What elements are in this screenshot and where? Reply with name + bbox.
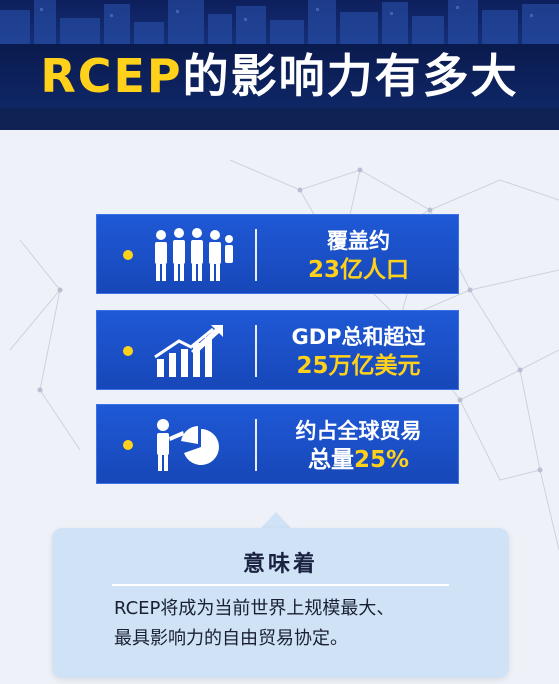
- summary-divider: [112, 584, 449, 586]
- summary-line-2: 最具影响力的自由贸易协定。: [114, 628, 348, 649]
- title-band: [0, 44, 559, 108]
- header-bottom-strip: [0, 108, 559, 130]
- bullet-dot: [123, 440, 133, 450]
- bullet-dot: [123, 346, 133, 356]
- growth-chart-icon: [154, 325, 223, 377]
- card-value: 25万亿美元: [296, 353, 421, 379]
- summary-title: 意味着: [242, 552, 318, 577]
- title-rcep: RCEP: [40, 49, 183, 103]
- stat-card-population: 覆盖约 23亿人口: [96, 214, 459, 294]
- title-rest: 的影响力有多大: [182, 49, 519, 103]
- stat-card-trade: 约占全球贸易 总量25%: [96, 404, 459, 484]
- card-value-prefix: 总量: [307, 447, 354, 473]
- card-label: 约占全球贸易: [295, 419, 422, 443]
- summary-line-1: RCEP将成为当前世界上规模最大、: [114, 598, 395, 619]
- card-value: 总量25%: [259, 445, 458, 475]
- card-value: 23亿人口: [307, 257, 409, 283]
- stat-card-gdp: GDP总和超过 25万亿美元: [96, 310, 459, 390]
- card-label: 覆盖约: [327, 229, 390, 253]
- card-divider: [255, 325, 257, 377]
- bullet-dot: [123, 250, 133, 260]
- summary-body: RCEP将成为当前世界上规模最大、 最具影响力的自由贸易协定。: [114, 594, 487, 654]
- people-icon: [155, 228, 233, 281]
- card-label: GDP总和超过: [291, 325, 426, 349]
- summary-box: 意味着 RCEP将成为当前世界上规模最大、 最具影响力的自由贸易协定。: [52, 528, 509, 678]
- page-title: RCEP的影响力有多大: [0, 44, 559, 108]
- presenter-pie-chart-icon: [157, 419, 219, 471]
- header-banner: RCEP的影响力有多大: [0, 0, 559, 130]
- card-value-highlight: 25%: [353, 447, 410, 473]
- card-divider: [255, 419, 257, 471]
- callout-notch: [260, 512, 292, 529]
- card-divider: [255, 229, 257, 281]
